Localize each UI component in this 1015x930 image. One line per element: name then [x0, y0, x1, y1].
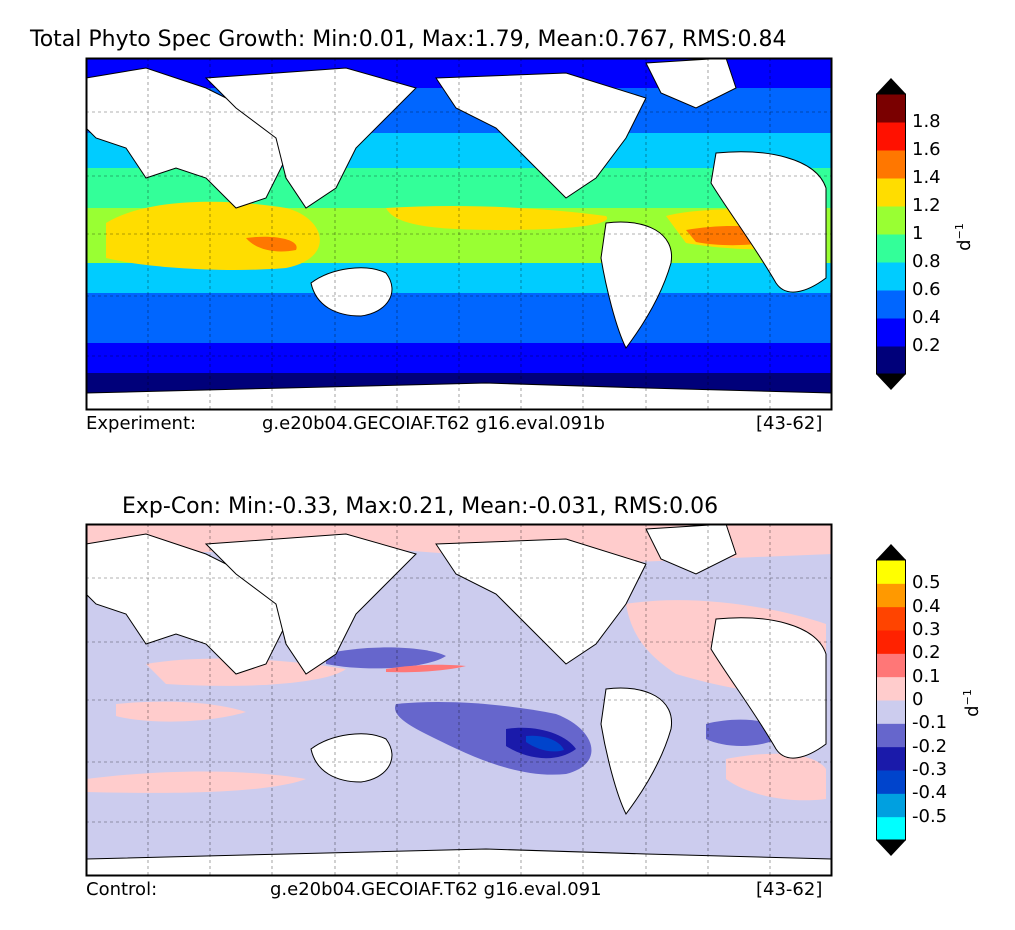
colorbar-swatch	[876, 583, 906, 608]
colorbar-tick-label: -0.1	[912, 712, 948, 734]
colorbar-tick-label: 1.4	[912, 167, 941, 188]
bottom-footer-left: Control:	[86, 879, 158, 900]
top-footer-experiment: g.e20b04.GECOIAF.T62 g16.eval.091b	[262, 413, 605, 434]
colorbar-swatch	[876, 723, 906, 748]
colorbar-swatch	[876, 262, 906, 291]
colorbar-swatch	[876, 560, 906, 584]
diff-south-pacific-core	[526, 735, 564, 752]
colorbar-extend-max	[876, 78, 906, 94]
colorbar-swatch	[876, 746, 906, 771]
diff-tropic-positive	[146, 658, 346, 686]
land-asia-east	[204, 533, 417, 675]
land-south-america	[600, 687, 673, 815]
top-footer-years: [43-62]	[756, 413, 823, 434]
colorbar-swatch	[876, 653, 906, 678]
colorbar-tick-label: 0.2	[912, 642, 941, 664]
diff-southern-positive	[86, 771, 306, 793]
bottom-colorbar-unit: d−1	[960, 689, 983, 717]
colorbar-swatch	[876, 150, 906, 179]
colorbar-tick-label: 0.4	[912, 595, 941, 617]
colorbar-tick-label: 0.3	[912, 619, 941, 640]
land-africa	[710, 151, 827, 293]
colorbar-swatch	[876, 318, 906, 347]
bottom-footer-years: [43-62]	[756, 879, 823, 900]
colorbar-swatch	[876, 206, 906, 235]
top-footer-left: Experiment:	[86, 413, 197, 434]
colorbar-tick-label: -0.3	[912, 759, 948, 780]
land-australia	[310, 267, 393, 317]
colorbar-tick-label: 1.6	[912, 139, 941, 160]
diff-north-pacific-negative	[326, 647, 446, 669]
colorbar-tick-label: 1.8	[912, 111, 941, 132]
bottom-footer-control: g.e20b04.GECOIAF.T62 g16.eval.091	[270, 879, 602, 900]
colorbar-tick-label: 0.1	[912, 665, 941, 687]
colorbar-tick-label: -0.4	[912, 782, 948, 804]
colorbar-tick-label: 0.8	[912, 251, 941, 272]
land-north-america	[435, 72, 647, 199]
land-africa	[710, 617, 827, 759]
colorbar-tick-label: 1.2	[912, 195, 941, 216]
colorbar-swatch	[876, 606, 906, 631]
diff-equator-positive-strip	[386, 664, 466, 673]
colorbar-tick-label: 0.4	[912, 307, 941, 328]
colorbar-swatch	[876, 234, 906, 263]
top-map	[85, 57, 833, 411]
colorbar-tick-label: 0.2	[912, 335, 941, 356]
pacific-warm-pool-high	[386, 205, 608, 230]
colorbar-swatch	[876, 700, 906, 724]
colorbar-swatch	[876, 793, 906, 818]
bottom-map	[85, 523, 833, 877]
colorbar-tick-label: -0.5	[912, 805, 948, 827]
colorbar-extend-min	[876, 374, 906, 390]
top-colorbar-unit: d−1	[952, 223, 975, 251]
diff-south-atlantic-positive	[726, 753, 826, 801]
land-north-america	[435, 538, 647, 665]
top-colorbar	[876, 78, 906, 390]
colorbar-swatch	[876, 630, 906, 654]
colorbar-tick-label: 1	[912, 223, 924, 244]
colorbar-swatch	[876, 816, 906, 841]
colorbar-tick-label: 0	[912, 689, 924, 710]
colorbar-swatch	[876, 346, 906, 375]
colorbar-swatch	[876, 178, 906, 207]
land-australia	[310, 733, 393, 783]
bottom-colorbar	[876, 544, 906, 856]
colorbar-swatch	[876, 290, 906, 319]
colorbar-swatch	[876, 676, 906, 701]
land-south-america	[600, 221, 673, 349]
colorbar-extend-min	[876, 840, 906, 856]
colorbar-swatch	[876, 122, 906, 151]
colorbar-swatch	[876, 770, 906, 794]
colorbar-tick-label: 0.6	[912, 279, 941, 300]
diff-indian-positive	[116, 701, 246, 722]
indian-ocean-high	[106, 201, 320, 270]
top-map-title: Total Phyto Spec Growth: Min:0.01, Max:1…	[30, 27, 787, 52]
colorbar-tick-label: -0.2	[912, 735, 948, 757]
bottom-map-title: Exp-Con: Min:-0.33, Max:0.21, Mean:-0.03…	[122, 494, 719, 519]
land-asia-east	[204, 67, 417, 209]
colorbar-swatch	[876, 94, 906, 123]
maritime-max	[246, 236, 297, 252]
colorbar-extend-max	[876, 544, 906, 560]
colorbar-tick-label: 0.5	[912, 572, 941, 594]
